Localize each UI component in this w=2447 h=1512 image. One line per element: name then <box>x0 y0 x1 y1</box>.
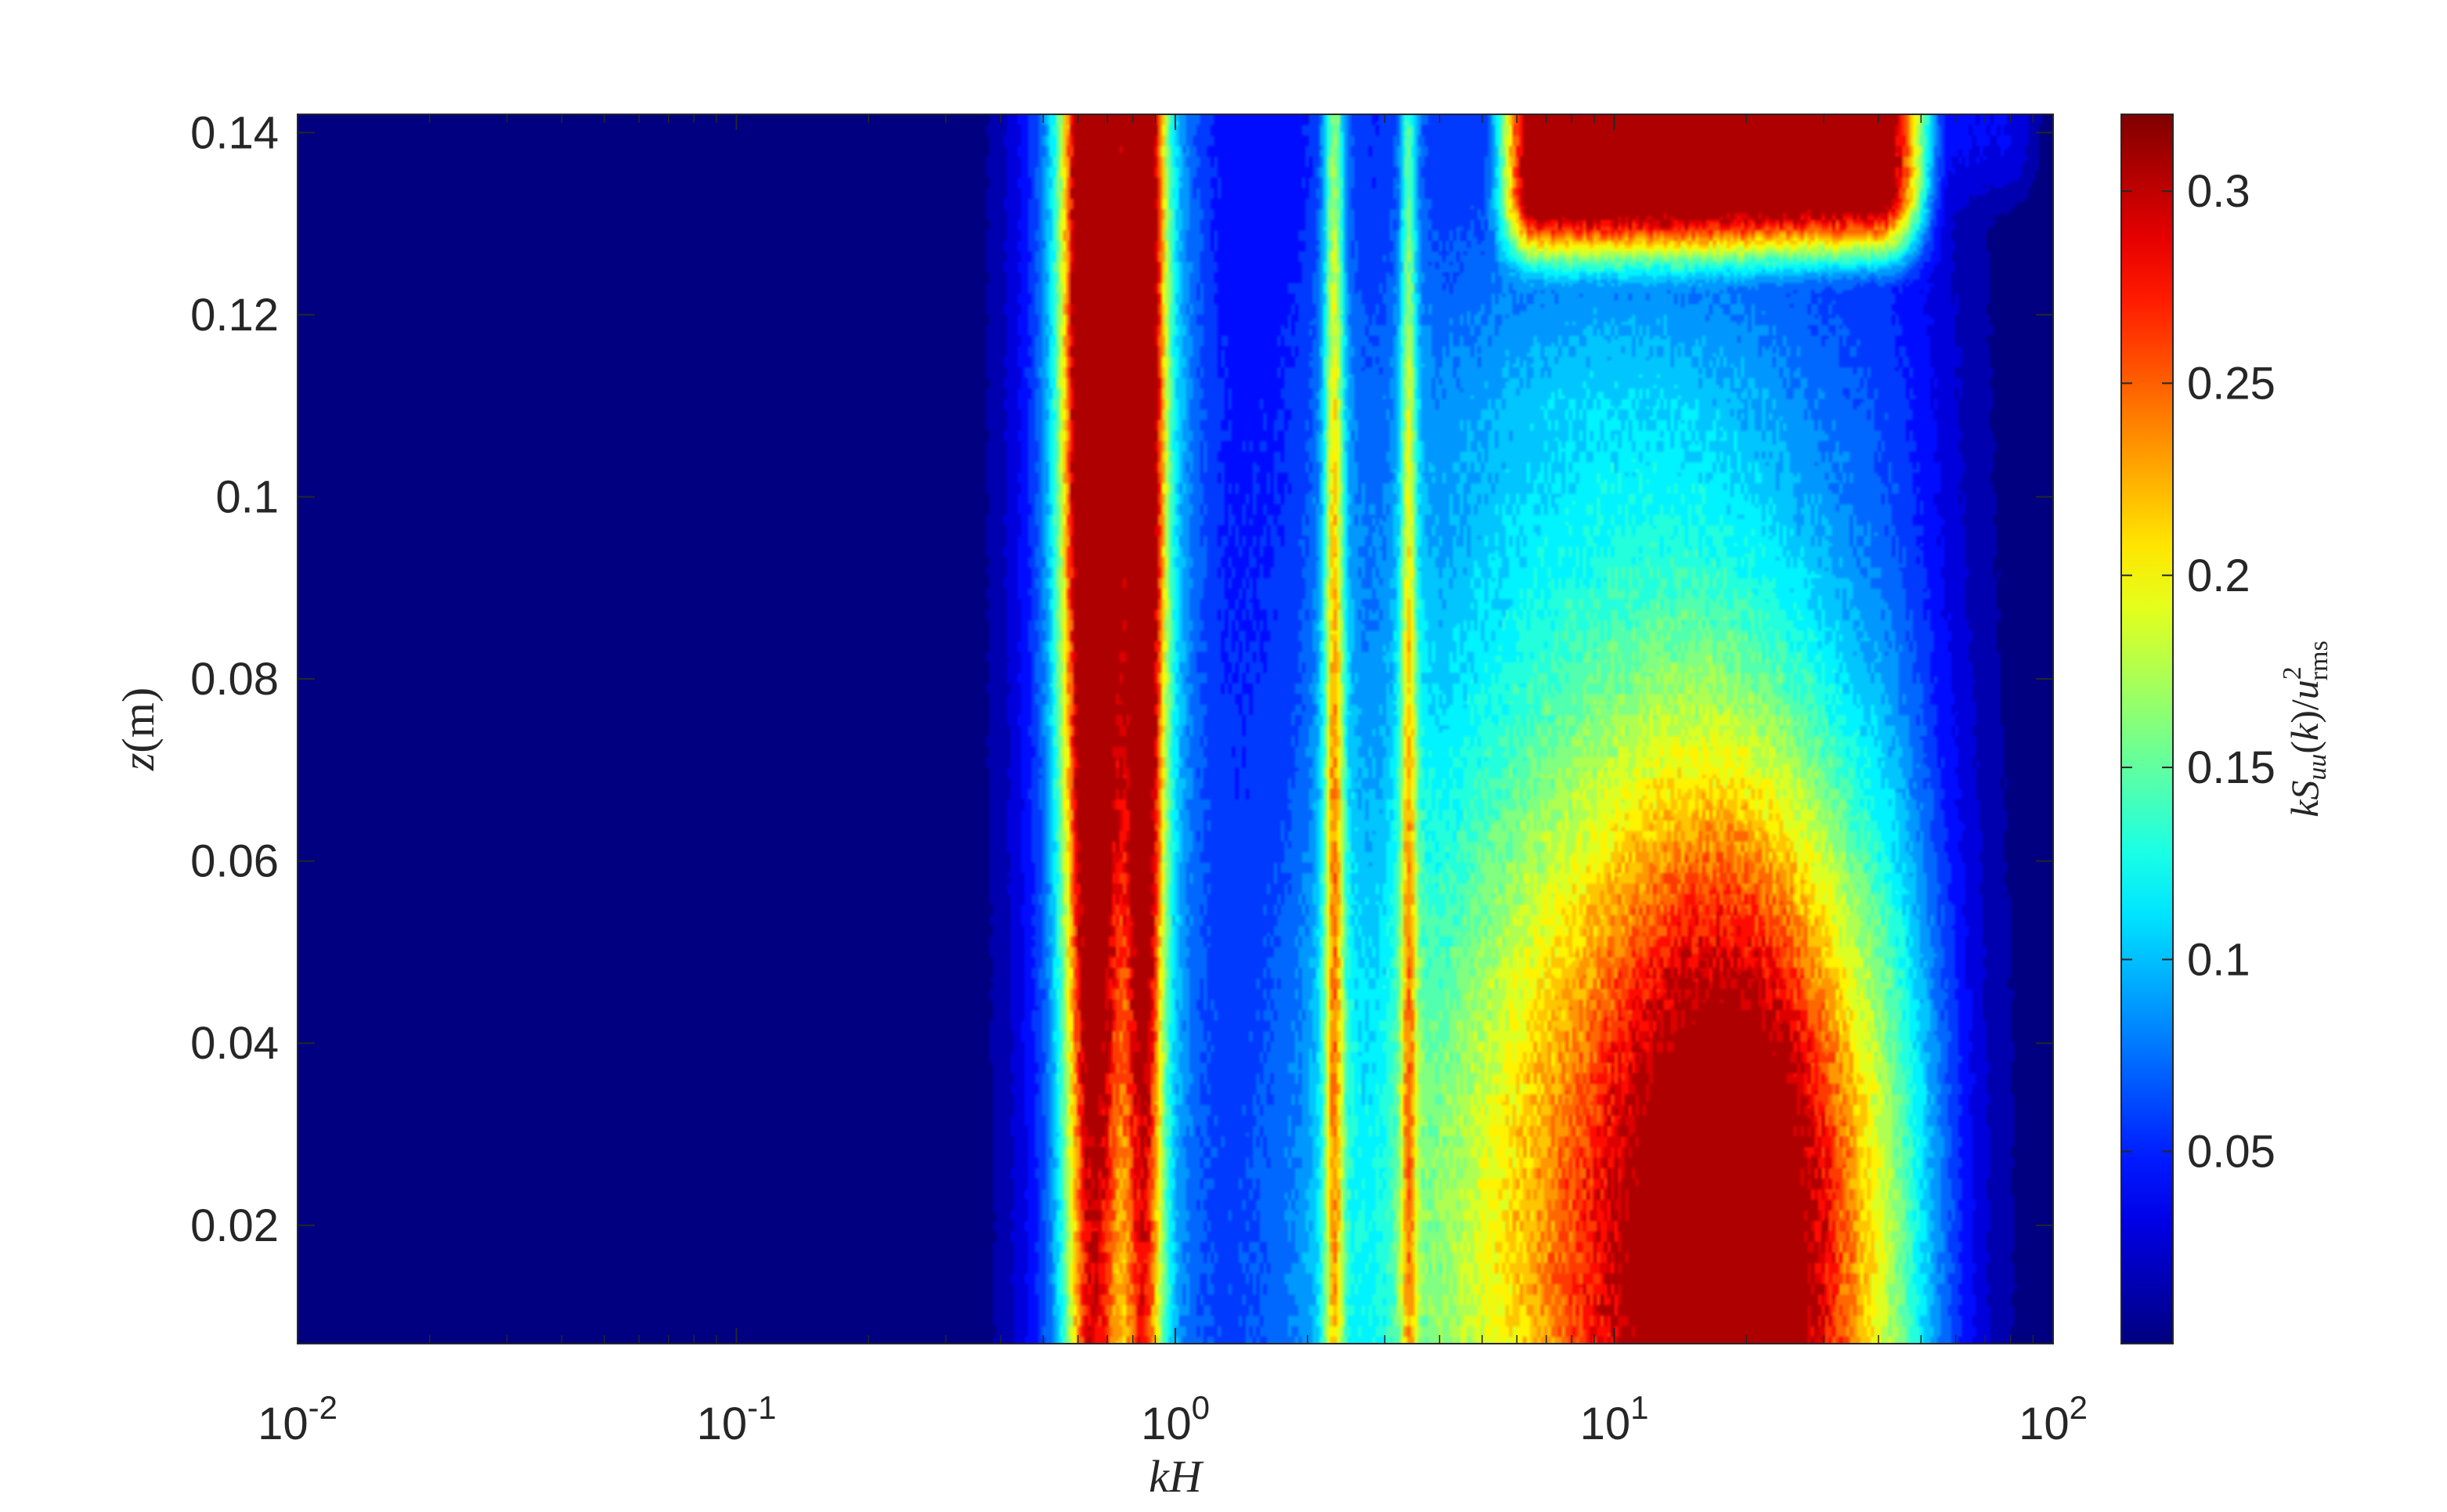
colorbar-tick-label: 0.15 <box>2187 742 2276 793</box>
x-tick-base: 10 <box>1141 1398 1192 1449</box>
colorbar-ticks: 0.05 0.1 0.15 0.2 0.25 0.3 <box>2121 166 2276 1178</box>
x-tick-label: 10-1 <box>697 1389 777 1449</box>
x-axis-label: kH <box>1149 1451 1204 1502</box>
x-tick-base: 10 <box>697 1398 748 1449</box>
colorbar-gradient <box>2121 114 2173 1344</box>
x-tick-exponent: -1 <box>747 1389 776 1426</box>
x-tick-exponent: 2 <box>2070 1389 2088 1426</box>
x-tick-base: 10 <box>258 1398 309 1449</box>
x-tick-exponent: 0 <box>1192 1389 1210 1426</box>
y-tick-label: 0.02 <box>190 1200 279 1251</box>
x-tick-exponent: 1 <box>1630 1389 1648 1426</box>
x-tick-base: 10 <box>2019 1398 2070 1449</box>
plot-area <box>297 114 2054 1344</box>
x-tick-label: 101 <box>1580 1389 1649 1449</box>
heatmap <box>298 114 2053 1344</box>
colorbar-tick-label: 0.3 <box>2187 166 2250 217</box>
y-tick-label: 0.08 <box>190 654 279 705</box>
x-tick-label: 102 <box>2019 1389 2088 1449</box>
y-tick-label: 0.04 <box>190 1018 279 1069</box>
colorbar-tick-label: 0.2 <box>2187 550 2250 601</box>
y-tick-label: 0.14 <box>190 107 279 158</box>
y-tick-label: 0.1 <box>215 471 279 522</box>
x-tick-exponent: -2 <box>309 1389 337 1426</box>
colorbar-tick-label: 0.1 <box>2187 934 2250 985</box>
x-tick-label: 100 <box>1141 1389 1210 1449</box>
y-axis: 0.02 0.04 0.06 0.08 0.1 0.12 0.14 <box>190 107 2053 1251</box>
colorbar-tick-label: 0.25 <box>2187 358 2276 409</box>
colorbar-tick-label: 0.05 <box>2187 1127 2276 1178</box>
y-axis-label: z(m) <box>113 687 164 771</box>
x-tick-label: 10-2 <box>258 1389 337 1449</box>
colorbar: 0.05 0.1 0.15 0.2 0.25 0.3 kSuu(k)/u2rms <box>2120 114 2333 1344</box>
x-tick-base: 10 <box>1580 1398 1631 1449</box>
x-axis: 10-2 10-1 100 101 102 <box>258 114 2088 1449</box>
colorbar-label: kSuu(k)/u2rms <box>2278 641 2333 817</box>
y-tick-label: 0.06 <box>190 836 279 887</box>
colorbar-frame <box>2120 114 2174 1344</box>
y-tick-label: 0.12 <box>190 290 279 341</box>
